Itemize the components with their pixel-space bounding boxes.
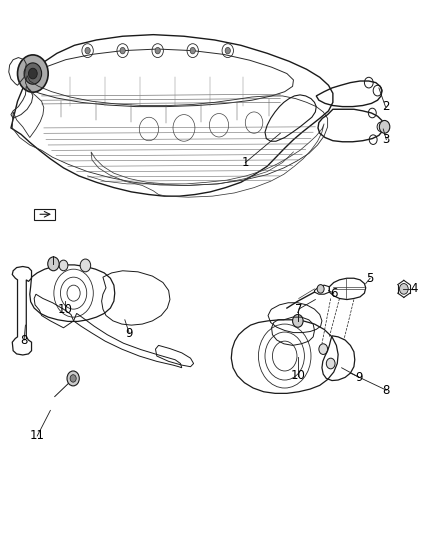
Text: 8: 8 [21, 334, 28, 346]
Text: 10: 10 [290, 369, 305, 382]
Circle shape [326, 358, 335, 369]
Circle shape [379, 120, 390, 133]
Circle shape [70, 375, 76, 382]
Text: 6: 6 [330, 287, 338, 300]
Circle shape [399, 284, 408, 294]
Circle shape [319, 344, 328, 354]
Circle shape [293, 314, 303, 327]
Text: 9: 9 [355, 371, 363, 384]
Circle shape [155, 47, 160, 54]
Text: 9: 9 [125, 327, 133, 340]
Circle shape [225, 47, 230, 54]
Circle shape [80, 259, 91, 272]
Circle shape [59, 260, 68, 271]
Text: 1: 1 [241, 156, 249, 169]
Text: 7: 7 [295, 303, 303, 316]
Text: 2: 2 [381, 100, 389, 113]
Circle shape [67, 371, 79, 386]
Text: 10: 10 [57, 303, 72, 316]
Text: 4: 4 [410, 282, 418, 295]
Circle shape [317, 285, 324, 293]
Circle shape [28, 68, 37, 79]
Circle shape [24, 63, 42, 84]
Text: 8: 8 [383, 384, 390, 397]
Text: 3: 3 [383, 133, 390, 146]
Circle shape [18, 55, 48, 92]
Circle shape [120, 47, 125, 54]
Text: 5: 5 [367, 272, 374, 285]
Circle shape [48, 257, 59, 271]
Circle shape [85, 47, 90, 54]
Text: 11: 11 [30, 430, 45, 442]
Circle shape [190, 47, 195, 54]
